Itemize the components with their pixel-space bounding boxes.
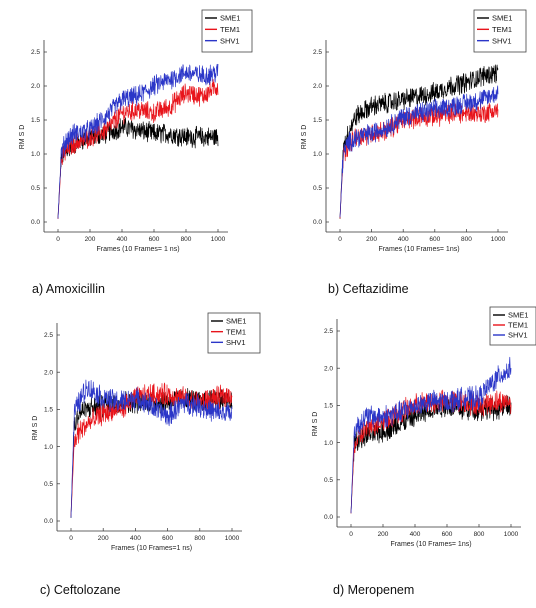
x-tick-label: 200 <box>378 531 389 538</box>
x-tick-label: 1000 <box>211 236 226 243</box>
x-tick-label: 0 <box>69 535 73 542</box>
legend-box <box>489 306 536 346</box>
y-tick-label: 1.0 <box>44 444 53 451</box>
x-tick-label: 200 <box>98 535 109 542</box>
y-tick-label: 0.0 <box>313 219 322 226</box>
y-tick-label: 2.0 <box>313 83 322 90</box>
y-axis-label: RM S D <box>32 416 39 441</box>
caption-c: c) Ceftolozane <box>40 583 121 597</box>
x-tick-label: 0 <box>349 531 353 538</box>
y-tick-label: 1.5 <box>44 407 53 414</box>
x-tick-label: 600 <box>442 531 453 538</box>
caption-d: d) Meropenem <box>333 583 415 597</box>
x-tick-label: 600 <box>429 236 440 243</box>
legend-label-sme1: SME1 <box>492 14 512 23</box>
legend-label-tem1: TEM1 <box>220 25 240 34</box>
series-tem1-line <box>350 389 512 514</box>
y-tick-label: 1.5 <box>31 117 40 124</box>
x-axis-label: Frames (10 Frames=1 ns) <box>111 545 192 552</box>
x-tick-label: 1000 <box>491 236 506 243</box>
y-tick-label: 0.5 <box>313 185 322 192</box>
y-axis-label: RM S D <box>19 125 26 150</box>
legend-label-sme1: SME1 <box>508 311 528 320</box>
y-tick-label: 0.5 <box>31 185 40 192</box>
x-axis-label: Frames (10 Frames= 1ns) <box>378 246 459 253</box>
y-tick-label: 1.0 <box>31 151 40 158</box>
panel-a: 0.0 0.5 1.0 1.5 2.0 2.5 0 200 400 600 800 1000 Frame… <box>19 9 253 253</box>
series-shv1-line <box>339 85 499 218</box>
legend-label-shv1: SHV1 <box>508 331 528 340</box>
series-shv1-line <box>70 379 233 518</box>
x-tick-label: 0 <box>56 236 60 243</box>
legend-box <box>473 9 527 53</box>
panel-d: 0.0 0.5 1.0 1.5 2.0 2.5 0 200 400 600 800 1000 Frame… <box>312 306 536 548</box>
y-axis-label: RM S D <box>301 125 308 150</box>
x-tick-label: 400 <box>130 535 141 542</box>
x-tick-label: 400 <box>117 236 128 243</box>
caption-a: a) Amoxicillin <box>32 282 105 296</box>
legend-box <box>207 312 261 354</box>
series-sme1-line <box>339 64 499 219</box>
legend: SME1 TEM1 SHV1 <box>473 9 527 53</box>
y-tick-label: 1.0 <box>324 440 333 447</box>
y-tick-label: 2.5 <box>44 332 53 339</box>
x-tick-label: 400 <box>398 236 409 243</box>
legend-box <box>201 9 253 53</box>
x-tick-label: 800 <box>181 236 192 243</box>
x-tick-label: 1000 <box>225 535 240 542</box>
legend-label-shv1: SHV1 <box>220 36 240 45</box>
y-tick-label: 1.5 <box>313 117 322 124</box>
y-tick-label: 2.0 <box>31 83 40 90</box>
y-tick-label: 2.5 <box>324 328 333 335</box>
legend-label-shv1: SHV1 <box>226 338 246 347</box>
x-axis-label: Frames (10 Frames= 1ns) <box>390 541 471 548</box>
series-tem1-line <box>70 382 233 517</box>
x-tick-label: 600 <box>162 535 173 542</box>
x-tick-label: 800 <box>474 531 485 538</box>
legend-label-sme1: SME1 <box>226 317 246 326</box>
y-tick-label: 0.5 <box>324 477 333 484</box>
x-axis-label: Frames (10 Frames= 1 ns) <box>96 246 179 253</box>
y-tick-label: 1.5 <box>324 403 333 410</box>
series-tem1-line <box>339 102 499 219</box>
x-tick-label: 200 <box>85 236 96 243</box>
y-tick-label: 2.0 <box>44 369 53 376</box>
y-tick-label: 0.0 <box>31 219 40 226</box>
panel-b: 0.0 0.5 1.0 1.5 2.0 2.5 0 200 400 600 800 1000 Frame… <box>301 9 527 253</box>
y-tick-label: 2.0 <box>324 365 333 372</box>
legend: SME1 TEM1 SHV1 <box>201 9 253 53</box>
caption-b: b) Ceftazidime <box>328 282 409 296</box>
y-axis-label: RM S D <box>312 412 319 437</box>
y-tick-label: 1.0 <box>313 151 322 158</box>
x-tick-label: 0 <box>338 236 342 243</box>
x-tick-label: 200 <box>366 236 377 243</box>
x-tick-label: 1000 <box>504 531 519 538</box>
x-tick-label: 600 <box>149 236 160 243</box>
y-tick-label: 0.0 <box>324 514 333 521</box>
y-tick-label: 2.5 <box>313 49 322 56</box>
x-tick-label: 800 <box>461 236 472 243</box>
legend-label-tem1: TEM1 <box>508 321 528 330</box>
series-shv1-line <box>57 63 219 219</box>
legend-label-shv1: SHV1 <box>492 36 512 45</box>
legend-label-sme1: SME1 <box>220 14 240 23</box>
x-tick-label: 800 <box>194 535 205 542</box>
x-tick-label: 400 <box>410 531 421 538</box>
y-tick-label: 0.0 <box>44 518 53 525</box>
legend-label-tem1: TEM1 <box>492 25 512 34</box>
series-shv1-line <box>350 356 512 514</box>
y-tick-label: 0.5 <box>44 481 53 488</box>
y-tick-label: 2.5 <box>31 49 40 56</box>
panel-c: 0.0 0.5 1.0 1.5 2.0 2.5 0 200 400 600 800 1000 Frame… <box>32 312 261 552</box>
legend-label-tem1: TEM1 <box>226 327 246 336</box>
